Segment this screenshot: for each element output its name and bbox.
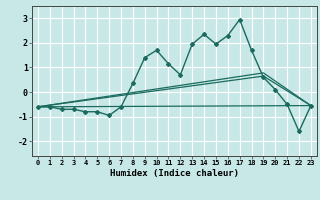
X-axis label: Humidex (Indice chaleur): Humidex (Indice chaleur): [110, 169, 239, 178]
